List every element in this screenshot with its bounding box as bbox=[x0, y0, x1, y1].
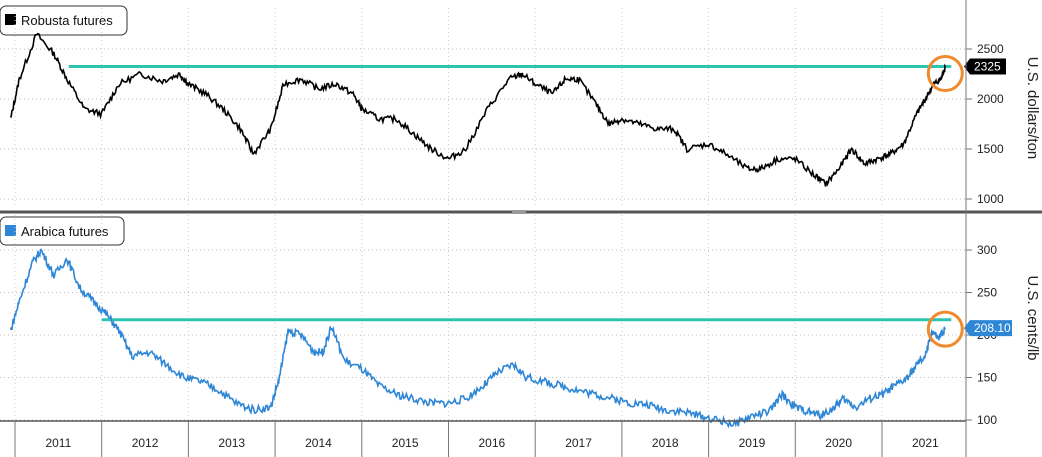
arabica-legend-swatch bbox=[5, 225, 16, 236]
x-tick-label: 2019 bbox=[739, 436, 766, 450]
x-tick-label: 2011 bbox=[45, 436, 71, 450]
y-tick-label: 250 bbox=[977, 286, 997, 300]
robusta-panel: Robusta futures 1000 1500 2000 2500 2325 U.… bbox=[0, 5, 1041, 208]
arabica-panel: Arabica futures 100150200250300 208.10 U… bbox=[0, 215, 1041, 429]
robusta-legend-box bbox=[0, 5, 128, 36]
arabica-badge-shape bbox=[964, 320, 1012, 337]
arabica-series-line bbox=[9, 248, 946, 429]
arabica-last-value-badge: 208.10 bbox=[964, 320, 1012, 337]
arabica-y-axis-label: U.S. cents/lb bbox=[1024, 275, 1041, 360]
robusta-last-value-badge: 2325 bbox=[964, 58, 1006, 75]
y-tick-label: 2000 bbox=[977, 92, 1004, 106]
y-tick-label: 2500 bbox=[977, 42, 1004, 56]
x-tick-label: 2018 bbox=[652, 436, 679, 450]
robusta-highlight-circle bbox=[926, 55, 964, 92]
y-tick-label: 100 bbox=[977, 413, 997, 427]
divider-handle bbox=[512, 210, 526, 214]
y-tick-label: 300 bbox=[977, 243, 997, 257]
arabica-legend-box bbox=[0, 216, 125, 246]
robusta-legend-swatch bbox=[5, 14, 16, 25]
x-tick-label: 2021 bbox=[912, 436, 939, 450]
robusta-badge-shape bbox=[964, 58, 1006, 75]
arabica-legend-label: Arabica futures bbox=[21, 224, 109, 239]
arabica-last-value: 208.10 bbox=[974, 321, 1011, 335]
x-tick-label: 2014 bbox=[305, 436, 332, 450]
x-tick-label: 2013 bbox=[218, 436, 245, 450]
x-tick-label: 2012 bbox=[132, 436, 159, 450]
x-axis: 2011 2012 2013 2014 2015 2016 2017 2018 2019 2020… bbox=[14, 421, 939, 457]
arabica-gridlines bbox=[0, 215, 966, 421]
robusta-last-value: 2325 bbox=[974, 60, 1001, 74]
x-tick-label: 2020 bbox=[825, 436, 852, 450]
x-tick-label: 2017 bbox=[565, 436, 592, 450]
y-tick-label: 1000 bbox=[977, 192, 1004, 206]
robusta-legend-label: Robusta futures bbox=[21, 13, 113, 28]
y-tick-label: 1500 bbox=[977, 142, 1004, 156]
robusta-y-axis-label: U.S. dollars/ton bbox=[1024, 57, 1041, 160]
arabica-highlight-circle bbox=[926, 310, 964, 348]
robusta-y-ticks: 1000 1500 2000 2500 bbox=[966, 42, 1004, 206]
x-tick-label: 2015 bbox=[392, 436, 419, 450]
robusta-series-line bbox=[9, 32, 946, 187]
y-tick-label: 150 bbox=[977, 371, 997, 385]
x-tick-label: 2016 bbox=[478, 436, 505, 450]
robusta-gridlines bbox=[0, 8, 966, 208]
